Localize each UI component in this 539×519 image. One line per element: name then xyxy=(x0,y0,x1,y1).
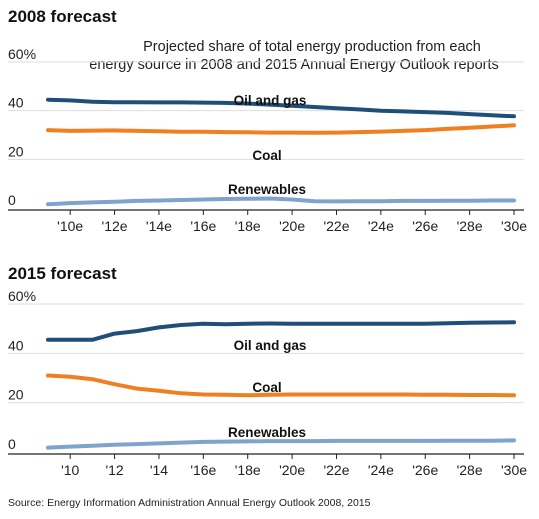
y-tick-label-20: 20 xyxy=(8,387,24,403)
x-tick-label-10: '10 xyxy=(61,462,79,478)
series-label-oil-and-gas: Oil and gas xyxy=(234,93,307,108)
panel-2015-x-axis: '10 '12 '14 '16e '18e '20e '22e '24e '26e '28e '30… xyxy=(8,453,527,478)
x-tick-label-22e: '22e xyxy=(323,218,349,234)
x-tick-label-14e: '14e xyxy=(146,218,172,234)
x-tick-label-24e: '24e xyxy=(368,218,394,234)
series-label-coal: Coal xyxy=(252,148,281,163)
x-tick-label-12: '12 xyxy=(105,462,123,478)
x-tick-label-18e: '18e xyxy=(235,218,261,234)
series-label-coal: Coal xyxy=(252,380,281,395)
series-line-coal xyxy=(46,373,516,398)
series-label-renewables: Renewables xyxy=(228,182,306,197)
series-line-oil-and-gas xyxy=(46,97,516,119)
x-tick-label-20e: '20e xyxy=(279,218,305,234)
series-line-renewables xyxy=(46,196,516,207)
panel-title-2015: 2015 forecast xyxy=(8,264,117,283)
y-tick-label-40: 40 xyxy=(8,95,24,111)
x-tick-label-12e: '12e xyxy=(102,218,128,234)
series-line-coal xyxy=(46,123,516,135)
panel-2008-series-labels: Oil and gas Coal Renewables xyxy=(228,93,306,197)
chart-subtitle-line-1: Projected share of total energy producti… xyxy=(143,39,481,55)
panel-2015-series xyxy=(46,320,516,450)
panel-title-2008: 2008 forecast xyxy=(8,7,117,26)
source-note: Source: Energy Information Administratio… xyxy=(8,497,371,509)
x-tick-label-26e: '26e xyxy=(412,218,438,234)
series-line-oil-and-gas xyxy=(46,320,516,342)
x-tick-label-14: '14 xyxy=(150,462,168,478)
x-tick-label-20e: '20e xyxy=(279,462,305,478)
panel-2015-series-labels: Oil and gas Coal Renewables xyxy=(228,338,306,440)
series-line-renewables xyxy=(46,438,516,450)
panel-2008-forecast: 2008 forecast Projected share of total e… xyxy=(8,7,527,234)
y-tick-label-20: 20 xyxy=(8,143,24,159)
x-tick-label-26e: '26e xyxy=(412,462,438,478)
panel-2008-series xyxy=(46,97,516,207)
x-tick-label-16e: '16e xyxy=(190,218,216,234)
series-label-oil-and-gas: Oil and gas xyxy=(234,338,307,353)
x-tick-label-22e: '22e xyxy=(323,462,349,478)
x-tick-label-16e: '16e xyxy=(190,462,216,478)
x-tick-label-10e: '10e xyxy=(57,218,83,234)
y-tick-label-40: 40 xyxy=(8,337,24,353)
y-tick-label-60: 60% xyxy=(8,288,36,304)
panel-2015-forecast: 2015 forecast 0 20 40 60% '10 '12 '14 '16e '18e… xyxy=(8,264,527,478)
x-tick-label-24e: '24e xyxy=(368,462,394,478)
x-tick-label-30e: '30e xyxy=(501,462,527,478)
panel-2008-x-axis: '10e '12e '14e '16e '18e '20e '22e '24e '26e '28e… xyxy=(8,209,527,234)
series-label-renewables: Renewables xyxy=(228,425,306,440)
x-tick-label-28e: '28e xyxy=(457,462,483,478)
panel-2015-y-axis: 0 20 40 60% xyxy=(8,288,36,452)
x-tick-label-28e: '28e xyxy=(457,218,483,234)
x-tick-label-30e: '30e xyxy=(501,218,527,234)
panel-2015-gridlines xyxy=(8,303,524,404)
y-tick-label-60: 60% xyxy=(8,46,36,62)
y-tick-label-0: 0 xyxy=(8,436,16,452)
chart-subtitle-line-2: energy source in 2008 and 2015 Annual En… xyxy=(89,57,499,73)
y-tick-label-0: 0 xyxy=(8,192,16,208)
panel-2008-y-axis: 0 20 40 60% xyxy=(8,46,36,208)
x-tick-label-18e: '18e xyxy=(235,462,261,478)
